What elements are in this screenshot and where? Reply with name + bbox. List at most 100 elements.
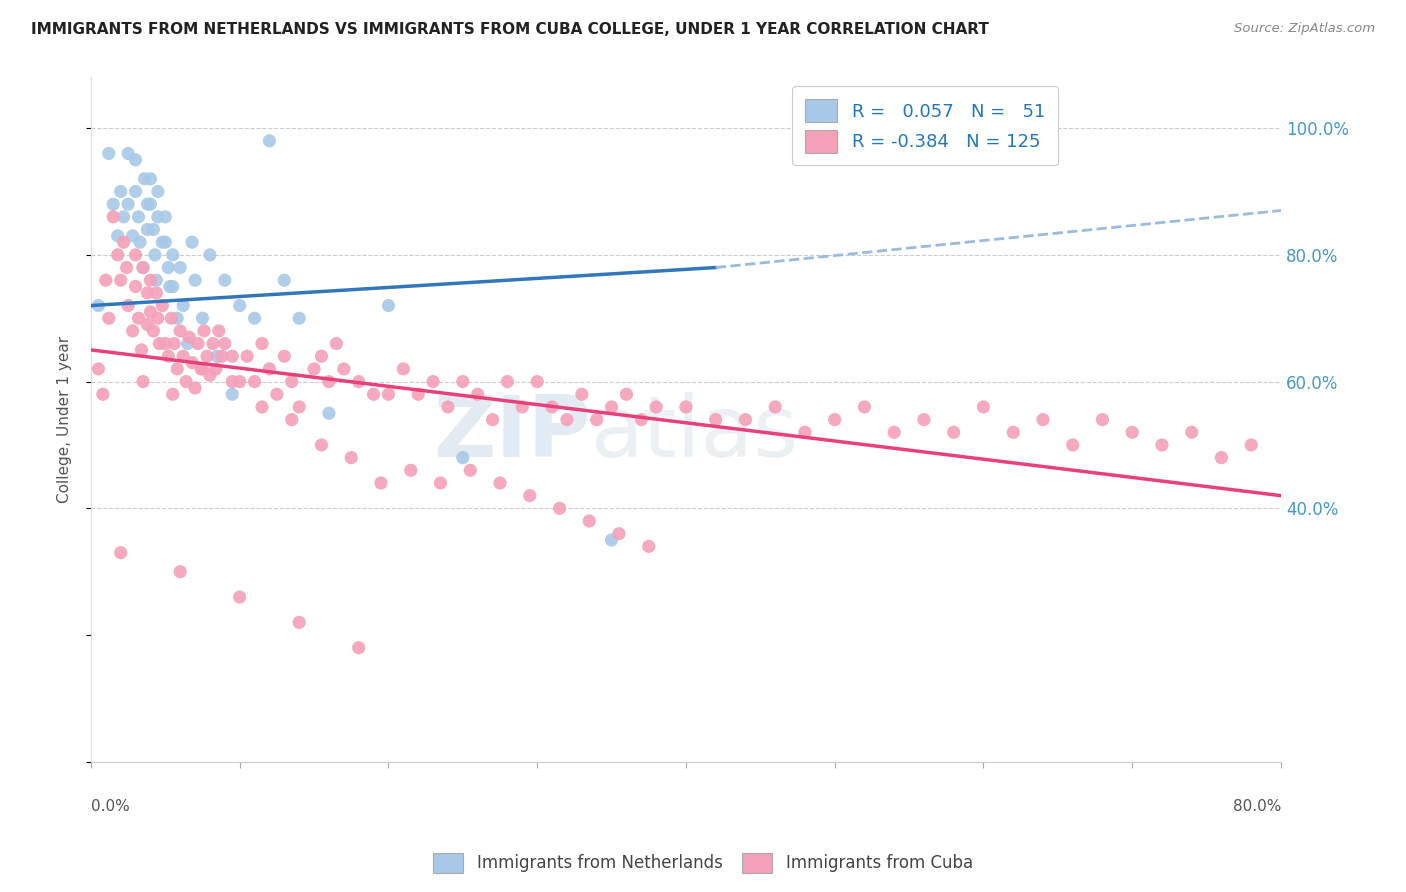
- Point: [150, 299, 173, 313]
- Point: [184, 381, 207, 395]
- Point: [191, 362, 214, 376]
- Point: [221, 375, 243, 389]
- Point: [333, 362, 356, 376]
- Point: [148, 336, 170, 351]
- Point: [734, 412, 756, 426]
- Point: [174, 375, 197, 389]
- Point: [228, 299, 250, 313]
- Point: [157, 260, 180, 275]
- Point: [139, 197, 162, 211]
- Point: [136, 197, 159, 211]
- Point: [205, 362, 228, 376]
- Point: [288, 311, 311, 326]
- Point: [250, 400, 273, 414]
- Point: [429, 475, 451, 490]
- Point: [214, 273, 236, 287]
- Point: [139, 171, 162, 186]
- Point: [132, 375, 155, 389]
- Point: [675, 400, 697, 414]
- Point: [243, 311, 266, 326]
- Text: IMMIGRANTS FROM NETHERLANDS VS IMMIGRANTS FROM CUBA COLLEGE, UNDER 1 YEAR CORREL: IMMIGRANTS FROM NETHERLANDS VS IMMIGRANT…: [31, 22, 988, 37]
- Point: [318, 406, 340, 420]
- Point: [124, 185, 146, 199]
- Point: [1032, 412, 1054, 426]
- Point: [399, 463, 422, 477]
- Point: [121, 228, 143, 243]
- Point: [311, 438, 333, 452]
- Point: [600, 533, 623, 547]
- Point: [571, 387, 593, 401]
- Point: [824, 412, 846, 426]
- Point: [166, 311, 188, 326]
- Point: [578, 514, 600, 528]
- Point: [146, 185, 169, 199]
- Point: [221, 349, 243, 363]
- Point: [208, 324, 231, 338]
- Point: [117, 146, 139, 161]
- Point: [548, 501, 571, 516]
- Point: [110, 185, 132, 199]
- Point: [157, 349, 180, 363]
- Point: [107, 248, 129, 262]
- Point: [198, 248, 221, 262]
- Point: [273, 349, 295, 363]
- Point: [311, 349, 333, 363]
- Point: [163, 336, 186, 351]
- Point: [250, 336, 273, 351]
- Point: [181, 355, 204, 369]
- Point: [912, 412, 935, 426]
- Point: [630, 412, 652, 426]
- Point: [645, 400, 668, 414]
- Text: Source: ZipAtlas.com: Source: ZipAtlas.com: [1234, 22, 1375, 36]
- Point: [176, 336, 198, 351]
- Text: 0.0%: 0.0%: [91, 799, 129, 814]
- Point: [195, 349, 218, 363]
- Point: [145, 273, 167, 287]
- Point: [228, 375, 250, 389]
- Point: [91, 387, 114, 401]
- Point: [97, 146, 120, 161]
- Point: [103, 197, 125, 211]
- Point: [607, 526, 630, 541]
- Point: [198, 368, 221, 383]
- Point: [201, 336, 224, 351]
- Text: atlas: atlas: [591, 392, 799, 475]
- Text: 80.0%: 80.0%: [1233, 799, 1281, 814]
- Point: [704, 412, 727, 426]
- Point: [763, 400, 786, 414]
- Point: [228, 590, 250, 604]
- Point: [142, 324, 165, 338]
- Point: [555, 412, 578, 426]
- Point: [616, 387, 638, 401]
- Point: [155, 235, 177, 250]
- Point: [541, 400, 564, 414]
- Point: [467, 387, 489, 401]
- Point: [325, 336, 347, 351]
- Point: [259, 362, 281, 376]
- Point: [142, 222, 165, 236]
- Point: [160, 311, 183, 326]
- Point: [150, 235, 173, 250]
- Point: [437, 400, 460, 414]
- Point: [1150, 438, 1173, 452]
- Point: [172, 299, 194, 313]
- Point: [128, 210, 150, 224]
- Point: [117, 299, 139, 313]
- Point: [162, 387, 184, 401]
- Point: [273, 273, 295, 287]
- Point: [214, 336, 236, 351]
- Point: [143, 248, 166, 262]
- Point: [179, 330, 201, 344]
- Point: [166, 362, 188, 376]
- Point: [139, 273, 162, 287]
- Point: [510, 400, 533, 414]
- Point: [243, 375, 266, 389]
- Point: [637, 539, 659, 553]
- Point: [1121, 425, 1143, 440]
- Point: [169, 565, 191, 579]
- Point: [600, 400, 623, 414]
- Point: [318, 375, 340, 389]
- Legend: R =   0.057   N =   51, R = -0.384   N = 125: R = 0.057 N = 51, R = -0.384 N = 125: [792, 87, 1057, 165]
- Point: [585, 412, 607, 426]
- Point: [481, 412, 503, 426]
